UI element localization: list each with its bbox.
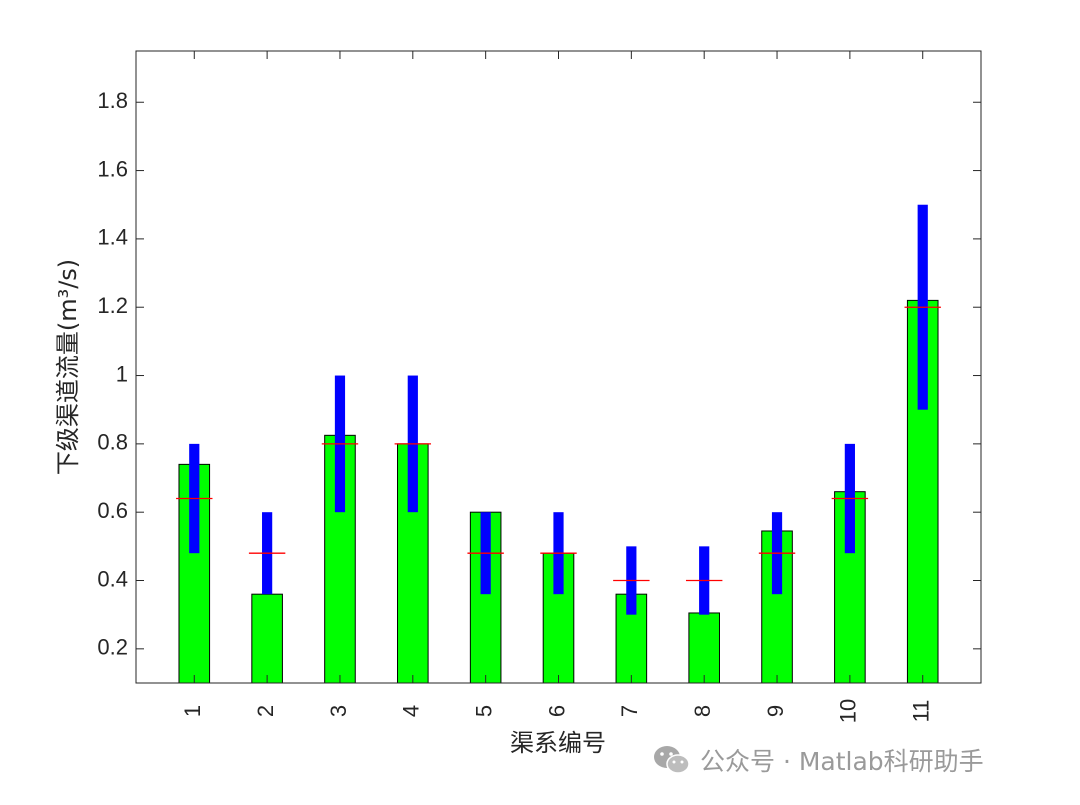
y-tick-label: 1.8 [97,88,128,113]
x-tick-label: 1 [180,705,205,717]
x-tick-label: 4 [399,705,424,717]
x-tick-label: 11 [909,700,934,723]
x-tick-label: 8 [690,705,715,717]
x-tick-label: 10 [836,699,861,723]
y-axis: 0.2 0.4 0.6 0.8 1 1.2 1.4 1.6 1.8 [97,88,981,660]
y-tick-label: 1 [116,361,128,386]
y-tick-label: 0.4 [97,566,128,591]
bar-5 [469,511,502,684]
x-axis-label: 渠系编号 [510,729,606,757]
x-tick-label: 5 [471,705,496,717]
x-tick-label: 7 [617,705,642,717]
bar-2 [251,593,283,684]
x-tick-label: 9 [763,705,788,717]
watermark-text: 公众号 · Matlab科研助手 [700,747,984,776]
wechat-icon [654,746,690,774]
bars-layer [178,299,939,684]
x-tick-label: 6 [544,705,569,717]
y-tick-label: 1.2 [97,293,128,318]
y-tick-label: 1.4 [97,225,128,250]
bar-8 [688,612,720,684]
watermark: 公众号 · Matlab科研助手 [652,742,984,778]
y-tick-label: 0.6 [97,498,128,523]
x-tick-label: 3 [326,705,351,717]
y-axis-label: 下级渠道流量(m³/s) [54,259,82,475]
x-axis: 1 2 3 4 5 6 7 8 9 10 11 [180,51,934,723]
x-tick-label: 2 [253,705,278,717]
y-tick-label: 0.2 [97,635,128,660]
y-tick-label: 1.6 [97,156,128,181]
y-tick-label: 0.8 [97,430,128,455]
reference-layer [176,306,941,582]
